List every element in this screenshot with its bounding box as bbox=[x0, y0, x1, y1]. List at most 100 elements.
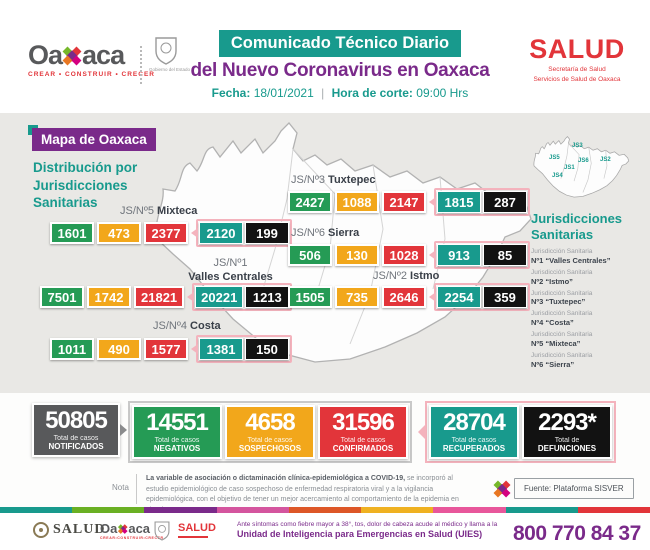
map-section: Mapa de Oaxaca Distribución por Jurisdic… bbox=[0, 113, 650, 393]
label-sierra: JS/Nº6 Sierra bbox=[291, 227, 360, 239]
row-tuxtepec: 2427 1088 2147 1815 287 bbox=[288, 188, 530, 216]
sierra-recup-defun-group: 913 85 bbox=[429, 241, 530, 269]
header: Oa aca CREAR • CONSTRUIR • CRECER Gobier… bbox=[0, 0, 650, 113]
row-istmo: 1505 735 2646 2254 359 bbox=[288, 283, 530, 311]
row-sierra: 506 130 1028 913 85 bbox=[288, 241, 530, 269]
mini-label-js5: JS5 bbox=[549, 155, 560, 161]
list-item: Jurisdicción Sanitaria Nº2 “Istmo” bbox=[531, 268, 593, 286]
legend-title: Jurisdicciones Sanitarias bbox=[531, 211, 623, 243]
label-valles-centrales: JS/Nº1 Valles Centrales bbox=[188, 257, 273, 283]
header-divider bbox=[140, 46, 142, 84]
valles-confirmados: 21821 bbox=[134, 286, 185, 308]
valles-recuperados: 20221 bbox=[195, 286, 244, 308]
footer-oaxaca-logo: Oa aca CREAR•CONSTRUIR•CRECER bbox=[100, 521, 164, 540]
salud-sub1: Secretaría de Salud bbox=[548, 66, 606, 73]
row-valles-centrales: 7501 1742 21821 20221 1213 bbox=[40, 283, 293, 311]
stat-sospechosos: 4658 Total de casos SOSPECHOSOS bbox=[225, 405, 315, 459]
sierra-recuperados: 913 bbox=[437, 244, 481, 266]
stat-group-recuperados-defunciones: 28704 Total de casos RECUPERADOS 2293* Tota… bbox=[418, 401, 616, 463]
footer-oaxaca-tagline: CREAR•CONSTRUIR•CRECER bbox=[100, 536, 164, 540]
fuente-badge: Fuente: Plataforma SISVER bbox=[514, 478, 634, 499]
mini-label-js6: JS6 bbox=[578, 158, 589, 164]
istmo-negativos: 1505 bbox=[288, 286, 332, 308]
federal-salud-logo: SALUD bbox=[33, 522, 105, 538]
date-line: Fecha: 18/01/2021 | Hora de corte: 09:00… bbox=[185, 86, 495, 100]
list-item: Jurisdicción Sanitaria Nº4 “Costa” bbox=[531, 310, 593, 328]
costa-negativos: 1011 bbox=[50, 338, 94, 360]
footer-crest-icon bbox=[153, 520, 171, 547]
fecha-label: Fecha: bbox=[211, 86, 251, 100]
hora-label: Hora de corte: bbox=[331, 86, 413, 100]
footer-line1: Ante síntomas como fiebre mayor a 38°, t… bbox=[237, 521, 498, 528]
costa-sospechosos: 490 bbox=[97, 338, 141, 360]
costa-defunciones: 150 bbox=[245, 338, 289, 360]
salud-wordmark: SALUD bbox=[529, 34, 625, 64]
tuxtepec-negativos: 2427 bbox=[288, 191, 332, 213]
stat-group-main: 14551 Total de casos NEGATIVOS 4658 Total d… bbox=[128, 401, 412, 463]
fecha-value: 18/01/2021 bbox=[253, 86, 314, 100]
valles-negativos: 7501 bbox=[40, 286, 84, 308]
oaxaca-tagline: CREAR • CONSTRUIR • CRECER bbox=[28, 71, 155, 78]
footer-text: Ante síntomas como fiebre mayor a 38°, t… bbox=[237, 521, 511, 541]
oaxaca-wordmark: Oa aca bbox=[28, 42, 155, 69]
nota-divider bbox=[136, 474, 137, 504]
mini-map bbox=[533, 136, 630, 198]
federal-salud-wordmark: SALUD bbox=[53, 522, 106, 537]
valles-defunciones: 1213 bbox=[245, 286, 290, 308]
istmo-sospechosos: 735 bbox=[335, 286, 379, 308]
stat-negativos: 14551 Total de casos NEGATIVOS bbox=[132, 405, 222, 459]
valles-recup-defun-group: 20221 1213 bbox=[187, 283, 293, 311]
mixteca-recup-defun-group: 2120 199 bbox=[191, 219, 292, 247]
salud-logo: SALUD Secretaría de Salud Servicios de S… bbox=[527, 36, 627, 85]
row-costa: 1011 490 1577 1381 150 bbox=[50, 335, 292, 363]
footer-salud-red-logo: SALUD bbox=[178, 523, 216, 538]
costa-confirmados: 1577 bbox=[144, 338, 188, 360]
stat-notificados: 50805 Total de casos NOTIFICADOS bbox=[32, 403, 127, 457]
salud-sub2: Servicios de Salud de Oaxaca bbox=[533, 75, 621, 83]
page-title: Comunicado Técnico Diario bbox=[218, 30, 462, 57]
row-mixteca: 1601 473 2377 2120 199 bbox=[50, 219, 292, 247]
sisver-pinwheel-icon bbox=[493, 480, 511, 498]
uies-phone-number: 800 770 84 37 bbox=[513, 522, 641, 545]
sierra-negativos: 506 bbox=[288, 244, 332, 266]
footer: SALUD Oa aca CREAR•CONSTRUIR•CRECER SALU… bbox=[0, 513, 650, 550]
totals-section: 50805 Total de casos NOTIFICADOS 14551 To… bbox=[0, 398, 650, 468]
costa-recuperados: 1381 bbox=[199, 338, 243, 360]
list-item: Jurisdicción Sanitaria Nº5 “Mixteca” bbox=[531, 331, 593, 348]
federal-seal-icon bbox=[33, 522, 49, 538]
title-block: Comunicado Técnico Diario del Nuevo Coro… bbox=[185, 30, 495, 100]
map-subtitle: Distribución por Jurisdicciones Sanitari… bbox=[33, 160, 138, 211]
crest-label: Gobierno del Estado bbox=[149, 67, 191, 72]
label-mixteca: JS/Nº5 Mixteca bbox=[120, 205, 198, 217]
footer-oaxaca-pinwheel-icon bbox=[118, 523, 128, 534]
istmo-recup-defun-group: 2254 359 bbox=[429, 283, 530, 311]
map-title: Mapa de Oaxaca bbox=[32, 128, 156, 151]
stat-recuperados: 28704 Total de casos RECUPERADOS bbox=[429, 405, 519, 459]
mixteca-sospechosos: 473 bbox=[97, 222, 141, 244]
list-item: Jurisdicción Sanitaria Nº6 “Sierra” bbox=[531, 351, 593, 369]
nota-label: Nota bbox=[112, 483, 129, 492]
oaxaca-word-pre: Oa bbox=[28, 40, 63, 70]
label-tuxtepec: JS/Nº3 Tuxtepec bbox=[291, 174, 376, 186]
list-item: Jurisdicción Sanitaria Nº1 “Valles Centra… bbox=[531, 248, 611, 265]
page-subtitle: del Nuevo Coronavirus en Oaxaca bbox=[190, 60, 490, 81]
salud-red-bar bbox=[178, 536, 208, 538]
istmo-defunciones: 359 bbox=[483, 286, 527, 308]
mini-label-js2: JS2 bbox=[600, 157, 611, 163]
valles-sospechosos: 1742 bbox=[87, 286, 131, 308]
footer-line2: Unidad de Inteligencia para Emergencias … bbox=[237, 529, 483, 540]
tuxtepec-recuperados: 1815 bbox=[437, 191, 481, 213]
label-istmo: JS/Nº2 Istmo bbox=[373, 270, 440, 282]
oaxaca-word-post: aca bbox=[82, 40, 125, 70]
costa-recup-defun-group: 1381 150 bbox=[191, 335, 292, 363]
label-costa: JS/Nº4 Costa bbox=[153, 320, 221, 332]
oaxaca-pinwheel-icon bbox=[62, 46, 82, 65]
date-separator: | bbox=[321, 86, 325, 100]
mini-label-js1: JS1 bbox=[564, 165, 575, 171]
hora-value: 09:00 Hrs bbox=[416, 86, 469, 100]
oaxaca-logo: Oa aca CREAR • CONSTRUIR • CRECER bbox=[28, 42, 155, 79]
sierra-confirmados: 1028 bbox=[382, 244, 426, 266]
nota-section: Nota La variable de asociación o dictami… bbox=[0, 470, 650, 514]
mini-label-js3: JS3 bbox=[572, 143, 583, 149]
